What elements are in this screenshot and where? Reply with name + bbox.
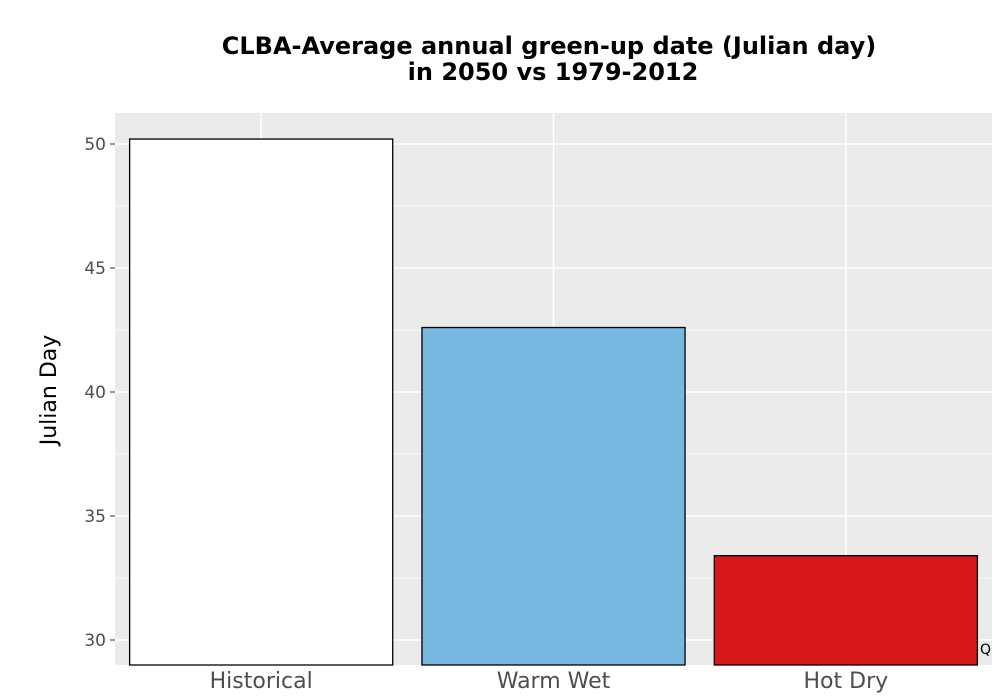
y-axis: 30 35 40 45 50	[84, 135, 115, 651]
x-axis: Historical Warm Wet Hot Dry	[210, 669, 889, 694]
bar-warm-wet	[421, 326, 686, 666]
y-tick-label: 40	[84, 383, 106, 403]
bars	[128, 138, 979, 666]
y-tick-label: 45	[84, 259, 106, 279]
y-axis-label: Julian Day	[37, 335, 62, 448]
corner-mark: Q	[980, 642, 991, 658]
x-tick-label: Hot Dry	[804, 669, 889, 694]
y-tick-label: 50	[84, 135, 106, 155]
x-tick-label: Warm Wet	[497, 669, 611, 694]
bar-historical	[128, 138, 394, 666]
y-tick-label: 30	[84, 631, 106, 651]
y-tick-label: 35	[84, 507, 106, 527]
chart-subtitle: in 2050 vs 1979-2012	[408, 58, 699, 86]
bar-hot-dry	[713, 555, 979, 666]
x-tick-label: Historical	[210, 669, 313, 694]
chart-title: CLBA-Average annual green-up date (Julia…	[222, 32, 877, 60]
